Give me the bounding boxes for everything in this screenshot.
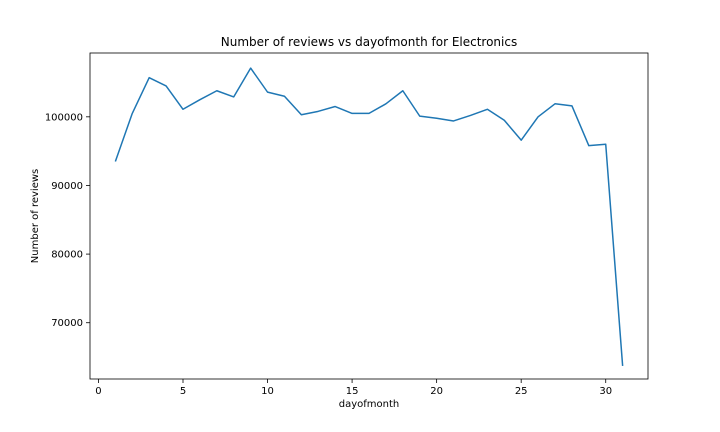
x-tick-label-20: 20 [430, 386, 443, 397]
x-tick-label-5: 5 [180, 386, 186, 397]
y-tick-label-80000: 80000 [51, 250, 83, 261]
y-axis-label: Number of reviews [30, 169, 41, 263]
plot-frame [89, 52, 649, 380]
x-tick-label-10: 10 [261, 386, 274, 397]
x-axis-label: dayofmonth [339, 399, 400, 410]
series-line-0 [114, 67, 624, 367]
y-tick-label-90000: 90000 [51, 181, 83, 192]
chart-title: Number of reviews vs dayofmonth for Elec… [221, 35, 517, 49]
x-tick-label-0: 0 [95, 386, 101, 397]
y-tick-label-100000: 100000 [45, 112, 83, 123]
x-tick-label-25: 25 [515, 386, 528, 397]
y-tick-label-70000: 70000 [51, 318, 83, 329]
plot-area: 0 5 10 15 20 25 30 70000 80000 90000 100000 [45, 52, 649, 397]
x-tick-label-15: 15 [346, 386, 359, 397]
x-tick-label-30: 30 [599, 386, 612, 397]
